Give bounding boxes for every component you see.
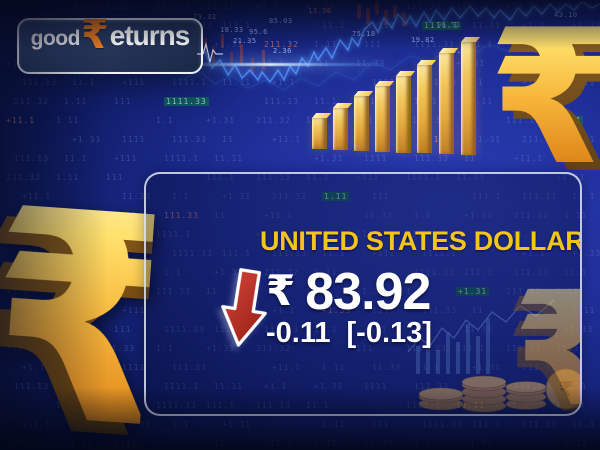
price-label: 13.36 <box>308 7 332 15</box>
svg-text:₹: ₹ <box>513 284 582 416</box>
rupee-watermark: ₹ ₹ <box>505 284 582 416</box>
price-label: 75.18 <box>352 30 376 38</box>
ticker-number: 111.13 <box>14 154 49 163</box>
ticker-number: +1.31 <box>206 116 236 125</box>
price-label: 85.03 <box>269 17 293 25</box>
ticker-number: 1.11 <box>564 439 588 448</box>
ticker-number: 1.11 <box>322 420 346 429</box>
price-label: 21.35 <box>233 37 257 45</box>
ticker-number: 1.1 <box>172 420 190 429</box>
ticker-number: 111 <box>372 420 390 429</box>
ticker-number: +1.31 <box>464 439 494 448</box>
ticker-number: +11.1 <box>6 116 36 125</box>
heartbeat-line-icon <box>197 41 223 63</box>
ticker-number: 1111 <box>122 135 146 144</box>
ticker-number: 111.33 <box>414 154 449 163</box>
gold-bar <box>439 48 459 154</box>
ticker-number: 1.1 <box>414 439 432 448</box>
gold-bar <box>375 81 395 152</box>
ticker-number: 211.32 <box>256 116 291 125</box>
svg-text:₹: ₹ <box>488 12 600 177</box>
ticker-number: 11.1 <box>64 154 88 163</box>
ticker-number: +1.33 <box>72 135 102 144</box>
goodreturns-logo: good ₹ eturns <box>17 15 203 74</box>
price-label: 95.6 <box>249 28 268 36</box>
gold-bar <box>333 103 353 150</box>
ticker-number: 11.1 <box>572 420 596 429</box>
currency-title: UNITED STATES DOLLAR <box>260 226 582 256</box>
price-label: 2.36 <box>273 47 292 55</box>
change-value: -0.11 <box>266 317 331 349</box>
price-label: 96.51 <box>437 21 461 29</box>
ticker-number: 111.33 <box>172 135 207 144</box>
price-label: 18.33 <box>220 26 244 34</box>
ticker-number: 11 <box>222 135 234 144</box>
ticker-number: +11.1 <box>264 439 294 448</box>
ticker-number: 111 <box>106 173 124 182</box>
ticker-number: 111.1 <box>472 420 502 429</box>
rupee-symbol-left: ₹ ₹ <box>0 184 156 450</box>
rupee-symbol-right: ₹ ₹ <box>488 12 600 177</box>
ticker-number: 211.32 <box>6 173 41 182</box>
rate-value: 83.92 <box>305 263 431 321</box>
ticker-number: 11.11 <box>214 154 244 163</box>
ticker-number: 1111.1 <box>164 154 199 163</box>
ticker-number: +1.33 <box>314 154 344 163</box>
ticker-number: 1111.33 <box>422 420 463 429</box>
ticker-number: +1.31 <box>222 420 252 429</box>
exchange-rate: ₹83.92 <box>266 262 431 322</box>
gold-bar <box>396 71 416 153</box>
ticker-number: 1.1 <box>156 116 174 125</box>
rate-change: -0.11 [-0.13] <box>266 317 432 350</box>
ticker-number: +11.1 <box>272 135 302 144</box>
ticker-number: 1111 <box>364 154 388 163</box>
gold-bar <box>312 113 332 149</box>
logo-text-good: good <box>30 27 81 50</box>
ticker-number: 1.11 <box>56 173 80 182</box>
gold-bar <box>417 60 437 153</box>
logo-text-eturns: eturns <box>109 20 191 51</box>
ticker-number: 11.33 <box>364 439 394 448</box>
svg-text:₹: ₹ <box>0 184 156 450</box>
quote-panel: ₹ ₹ ₹ UNITED STATES DOLLAR ₹83.92 -0.11 [… <box>144 172 582 416</box>
ticker-number: 1 11 <box>314 439 338 448</box>
gold-bar <box>354 91 374 151</box>
rupee-sign: ₹ <box>266 266 296 315</box>
price-label: 19.82 <box>411 36 435 44</box>
ticker-number: 111.13 <box>522 420 557 429</box>
ticker-number: 1 11 <box>56 116 80 125</box>
ticker-number: +111 <box>114 154 138 163</box>
ticker-number: 11 <box>214 439 226 448</box>
change-percent: [-0.13] <box>346 317 432 349</box>
